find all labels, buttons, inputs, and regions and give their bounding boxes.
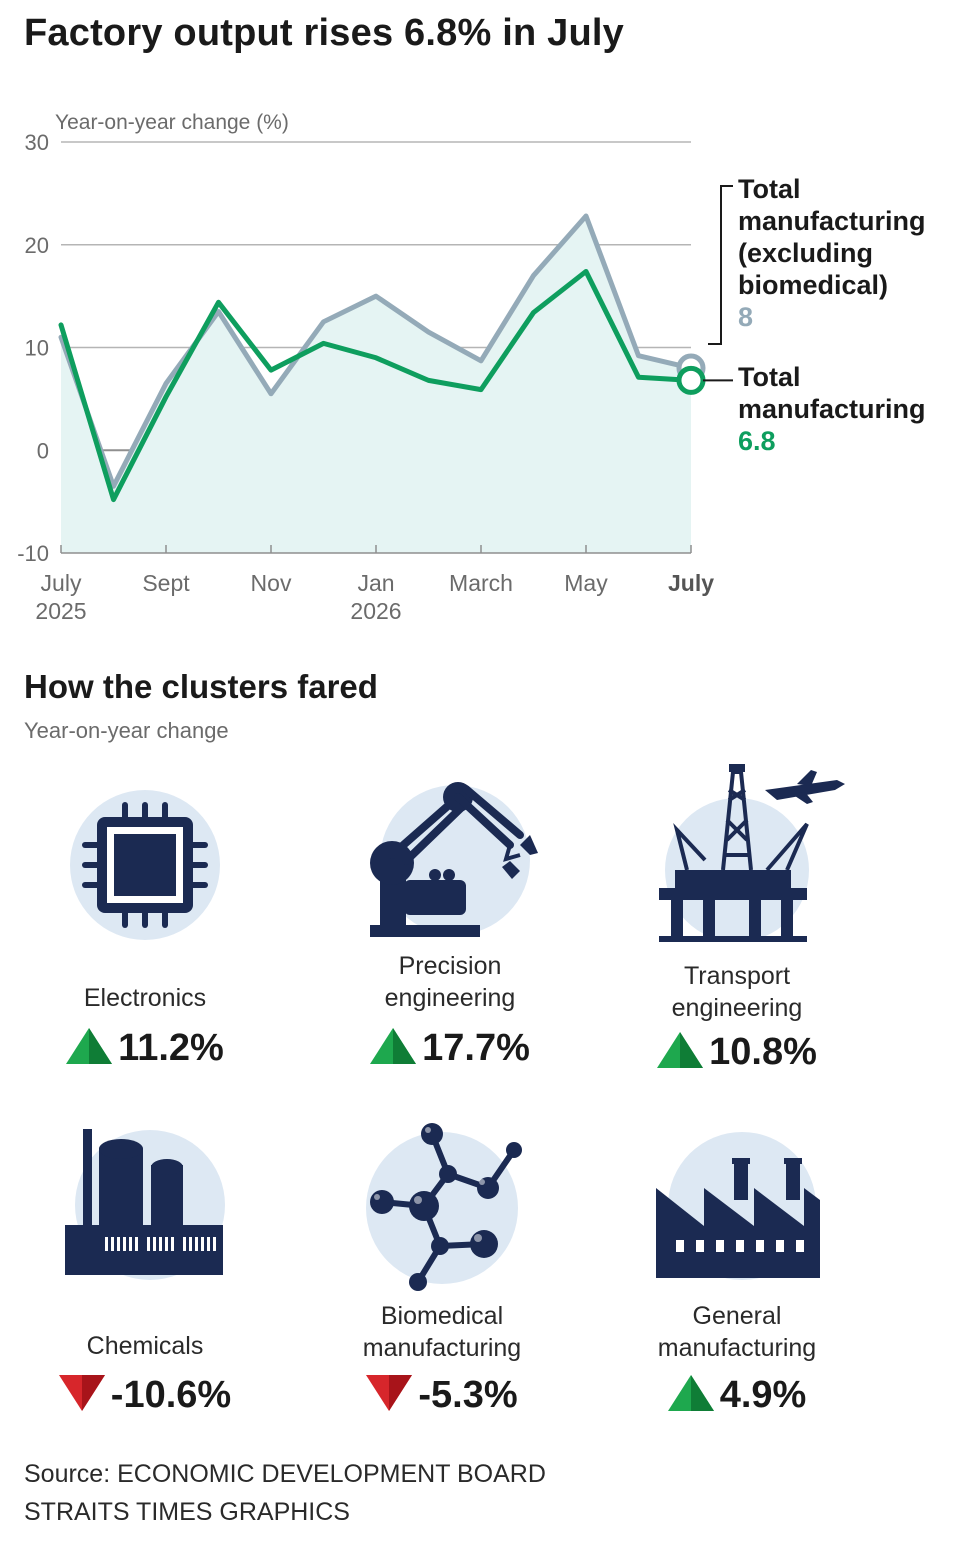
cluster-label: Electronics	[83, 984, 207, 1012]
series-label-line: (excluding	[738, 238, 873, 268]
cluster-label: Biomedical manufacturing	[362, 1302, 522, 1362]
x-tick-label: Sept	[142, 570, 190, 596]
label-bracket	[708, 185, 733, 345]
cluster-precision-engineering: Precision engineering 17.7%	[345, 775, 555, 1075]
cluster-change: 10.8%	[632, 1030, 842, 1074]
series-label-line: biomedical)	[738, 270, 888, 300]
cluster-label: Precision engineering	[384, 952, 516, 1012]
y-axis-label: Year-on-year change (%)	[55, 111, 289, 134]
cluster-transport-engineering: Transport engineering 10.8%	[632, 760, 845, 1080]
factory-icon	[656, 1132, 820, 1280]
down-arrow-icon	[366, 1375, 413, 1411]
y-tick-label: 0	[37, 438, 49, 463]
y-tick-label: 30	[25, 130, 49, 155]
series-label-line: Total	[738, 174, 801, 204]
cluster-electronics: Electronics 11.2%	[40, 780, 250, 1080]
chart-title: Factory output rises 6.8% in July	[24, 12, 624, 54]
series-line	[58, 213, 694, 489]
x-tick-label: July	[41, 570, 82, 596]
x-tick-label: Nov	[251, 570, 292, 596]
series-label-line: Total	[738, 362, 801, 392]
cluster-general-manufacturing: General manufacturing 4.9%	[632, 1130, 842, 1425]
x-tick-label: May	[564, 570, 608, 596]
chemical-plant-icon	[65, 1129, 225, 1280]
x-tick-sublabel: 2025	[35, 598, 86, 624]
y-tick-label: -10	[17, 541, 49, 566]
cluster-change: -5.3%	[337, 1373, 547, 1417]
microchip-icon	[70, 790, 220, 940]
cluster-change: -10.6%	[40, 1373, 250, 1417]
cluster-chemicals: Chemicals -10.6%	[40, 1125, 250, 1425]
x-tick-label: Jan	[357, 570, 394, 596]
series-label-line: manufacturing	[738, 206, 926, 236]
series-last-value: 8	[738, 302, 753, 332]
up-arrow-icon	[657, 1032, 704, 1068]
series-end-marker	[676, 365, 706, 395]
up-arrow-icon	[667, 1375, 714, 1411]
cluster-change: 11.2%	[40, 1026, 250, 1070]
credit-note: STRAITS TIMES GRAPHICS	[24, 1498, 350, 1526]
area-fill	[61, 215, 691, 554]
series-labels: Totalmanufacturing(excludingbiomedical)8…	[703, 174, 926, 456]
cluster-label: Transport engineering	[671, 962, 803, 1022]
series-lines	[58, 213, 706, 503]
x-tick-label: July	[668, 570, 714, 596]
series-last-value: 6.8	[738, 426, 776, 456]
cluster-change: 4.9%	[632, 1373, 842, 1417]
oil-rig-plane-icon	[659, 764, 845, 942]
up-arrow-icon	[370, 1028, 417, 1064]
source-note: Source: ECONOMIC DEVELOPMENT BOARD	[24, 1460, 546, 1488]
y-tick-label: 20	[25, 233, 49, 258]
cluster-change: 17.7%	[345, 1026, 555, 1070]
x-tick-label: March	[449, 570, 513, 596]
cluster-biomedical-manufacturing: Biomedical manufacturing -5.3%	[337, 1120, 547, 1425]
cluster-label: General manufacturing	[657, 1302, 817, 1362]
y-tick-label: 10	[25, 336, 49, 361]
robot-arm-icon	[370, 782, 538, 937]
up-arrow-icon	[66, 1028, 113, 1064]
clusters-title: How the clusters fared	[24, 668, 378, 705]
clusters-subtitle: Year-on-year change	[24, 718, 229, 743]
molecule-icon	[366, 1123, 522, 1291]
series-line	[58, 268, 694, 503]
x-tick-sublabel: 2026	[350, 598, 401, 624]
down-arrow-icon	[58, 1375, 105, 1411]
cluster-label: Chemicals	[86, 1332, 204, 1360]
series-label-line: manufacturing	[738, 394, 926, 424]
